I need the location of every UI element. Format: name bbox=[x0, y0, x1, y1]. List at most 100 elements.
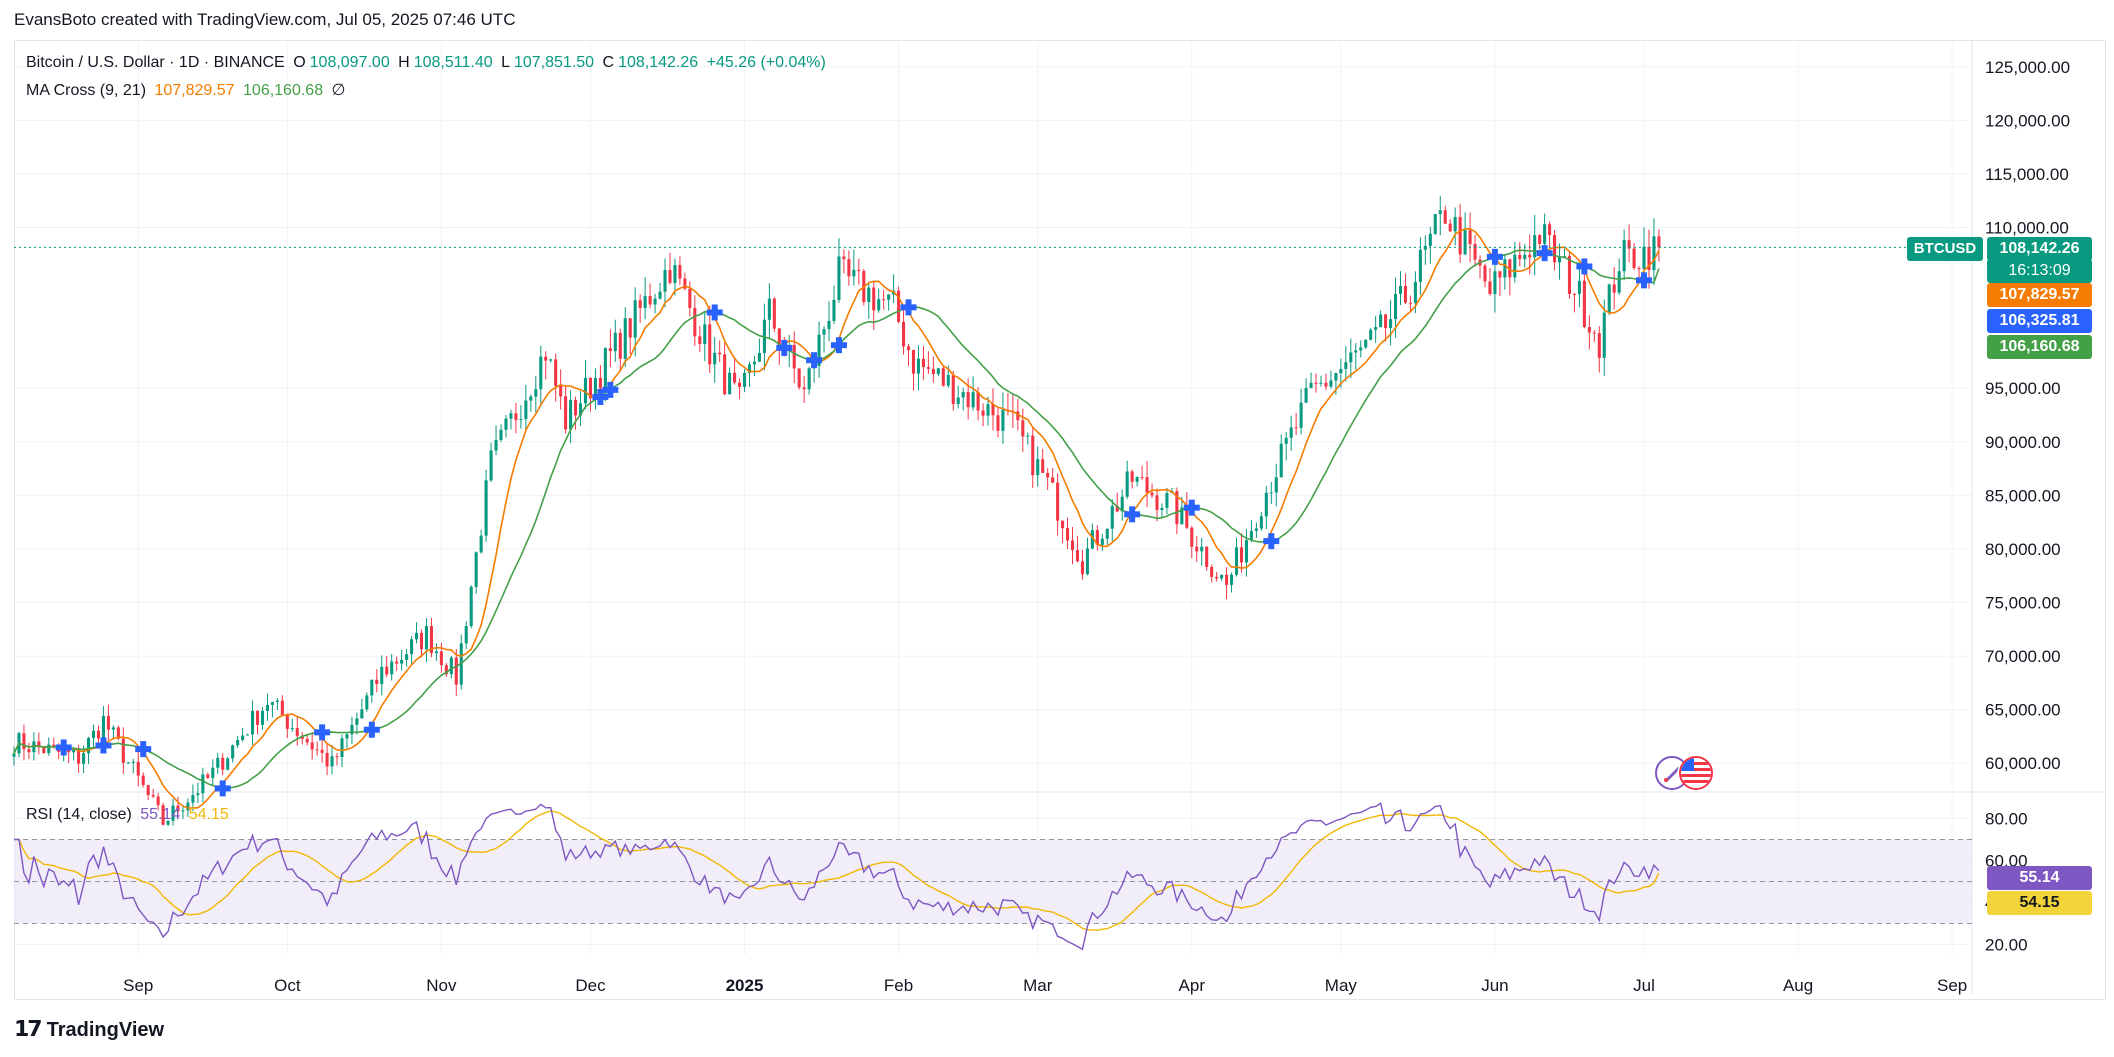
candle-body bbox=[986, 404, 990, 416]
ma-fast-line bbox=[13, 227, 1660, 809]
ma-legend: MA Cross (9, 21) 107,829.57 106,160.68 ∅ bbox=[26, 80, 349, 100]
candle-body bbox=[638, 300, 642, 309]
candle-body bbox=[678, 265, 682, 279]
candle-body bbox=[877, 299, 881, 311]
time-tick-label: Jul bbox=[1633, 976, 1655, 995]
candle-body bbox=[1195, 546, 1199, 552]
ma-cross-marker bbox=[1124, 506, 1141, 523]
price-tick-label: 110,000.00 bbox=[1985, 219, 2069, 238]
candle-body bbox=[1210, 566, 1214, 577]
symbol-label[interactable]: Bitcoin / U.S. Dollar · 1D · BINANCE bbox=[26, 54, 285, 71]
candle-body bbox=[683, 278, 687, 289]
candle-body bbox=[578, 403, 583, 416]
candle-body bbox=[201, 774, 205, 794]
candle-body bbox=[1066, 528, 1070, 541]
rsi-line bbox=[14, 802, 1660, 951]
candle-body bbox=[429, 626, 433, 654]
ma-indicator-name[interactable]: MA Cross (9, 21) bbox=[26, 82, 147, 99]
candle-body bbox=[981, 410, 985, 416]
candle-body bbox=[395, 661, 399, 664]
cross-v bbox=[140, 741, 147, 758]
high-value: 108,511.40 bbox=[413, 54, 493, 71]
tv-logo-icon: 𝟭𝟳 bbox=[14, 1016, 43, 1041]
candle-body bbox=[186, 802, 190, 811]
candle-body bbox=[544, 356, 548, 361]
candle-body bbox=[1538, 235, 1542, 244]
candle-body bbox=[1389, 319, 1393, 329]
candle-body bbox=[971, 392, 975, 408]
time-tick-label: Nov bbox=[426, 976, 457, 995]
candle-body bbox=[1085, 548, 1089, 575]
candle-body bbox=[623, 318, 627, 359]
candle-body bbox=[713, 352, 717, 365]
candle-body bbox=[1349, 352, 1353, 363]
candle-body bbox=[857, 269, 861, 272]
candle-body bbox=[1528, 254, 1532, 258]
price-tick-label: 85,000.00 bbox=[1985, 486, 2061, 505]
candle-body bbox=[588, 377, 593, 399]
us-flag-icon[interactable] bbox=[1679, 756, 1713, 790]
candle-body bbox=[1294, 427, 1298, 429]
candle-body bbox=[1657, 236, 1661, 248]
ma-cross-marker bbox=[95, 737, 112, 754]
candle-body bbox=[598, 377, 602, 389]
candle-body bbox=[121, 738, 125, 763]
candle-body bbox=[1016, 411, 1020, 421]
ma-cross-marker bbox=[1486, 248, 1503, 265]
tradingview-logo[interactable]: 𝟭𝟳 TradingView bbox=[14, 1016, 164, 1042]
candle-body bbox=[1518, 254, 1522, 260]
candle-body bbox=[161, 805, 165, 825]
time-tick-label: Dec bbox=[575, 976, 606, 995]
cross-v bbox=[1541, 245, 1548, 262]
rsi-ma-tag: 54.15 bbox=[1987, 891, 2092, 915]
candle-body bbox=[265, 704, 269, 711]
candle-body bbox=[827, 320, 831, 330]
candle-body bbox=[454, 657, 458, 685]
candle-body bbox=[270, 701, 274, 705]
candle-body bbox=[1249, 530, 1253, 541]
candle-body bbox=[941, 368, 945, 386]
candle-body bbox=[370, 679, 374, 696]
candle-body bbox=[1021, 420, 1025, 437]
cross-v bbox=[219, 780, 226, 797]
candle-body bbox=[489, 450, 493, 481]
candle-body bbox=[1314, 382, 1318, 384]
candle-body bbox=[847, 259, 851, 277]
open-label: O bbox=[293, 54, 306, 71]
ma-cross-marker bbox=[314, 724, 331, 741]
candle-body bbox=[96, 730, 101, 739]
candle-body bbox=[181, 810, 185, 812]
candle-body bbox=[976, 392, 980, 411]
candle-body bbox=[658, 291, 662, 299]
candle-body bbox=[1051, 477, 1055, 483]
candle-body bbox=[1612, 284, 1616, 293]
candle-body bbox=[703, 324, 707, 344]
candle-body bbox=[310, 742, 314, 750]
rsi-indicator-name[interactable]: RSI (14, close) bbox=[26, 806, 132, 823]
candle-body bbox=[564, 396, 568, 430]
candle-body bbox=[906, 346, 911, 351]
candle-body bbox=[728, 372, 732, 395]
cross-v bbox=[1581, 258, 1588, 275]
candle-body bbox=[628, 318, 632, 338]
candle-body bbox=[772, 298, 776, 329]
candle-body bbox=[524, 400, 528, 420]
time-axis: Sep Oct Nov Dec 2025 Feb Mar Apr May Jun Jul Aug Sep bbox=[123, 976, 1967, 995]
candle-body bbox=[966, 392, 970, 408]
candle-body bbox=[1344, 362, 1348, 370]
candle-body bbox=[733, 372, 737, 383]
candle-body bbox=[1205, 546, 1209, 567]
cross-v bbox=[711, 304, 718, 321]
candle-body bbox=[1398, 285, 1403, 294]
candle-body bbox=[410, 639, 414, 655]
time-tick-label: Oct bbox=[274, 976, 301, 995]
candle-body bbox=[1403, 285, 1408, 303]
ma-cross-marker bbox=[900, 299, 917, 316]
candle-body bbox=[792, 344, 796, 369]
candle-body bbox=[1225, 574, 1229, 585]
candle-body bbox=[738, 382, 742, 388]
candlestick-series bbox=[12, 195, 1661, 826]
cross-v bbox=[781, 339, 788, 356]
candle-body bbox=[911, 350, 916, 374]
